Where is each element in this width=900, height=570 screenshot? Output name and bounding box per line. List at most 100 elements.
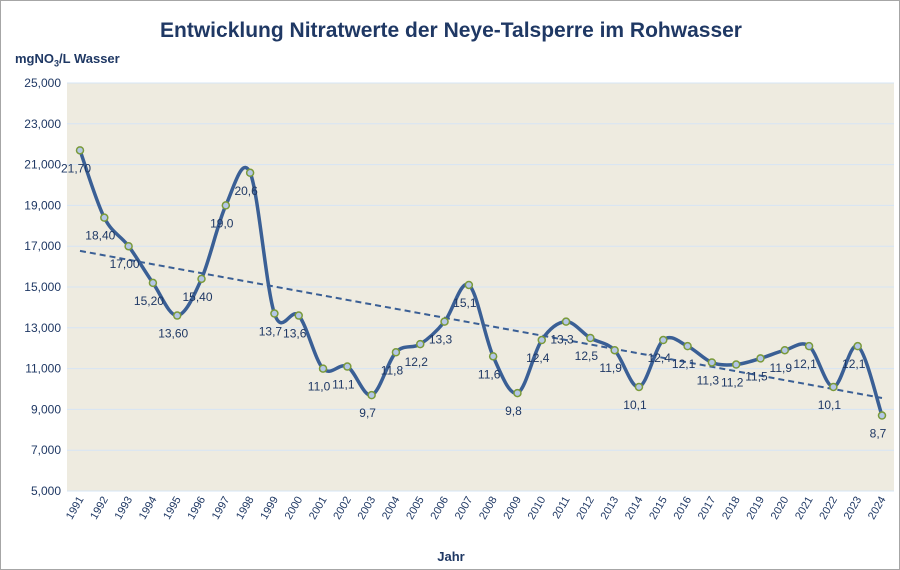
x-tick-label: 1991 [64, 495, 87, 522]
y-label-sub: 3 [54, 58, 60, 69]
y-tick-label: 15,000 [24, 280, 61, 294]
x-tick-label: 1995 [161, 495, 184, 522]
data-point [172, 311, 182, 320]
data-label: 18,40 [85, 229, 115, 243]
x-tick-label: 2008 [477, 494, 500, 521]
x-tick-label: 2001 [307, 495, 330, 522]
y-tick-label: 19,000 [24, 198, 61, 212]
data-label: 21,70 [61, 161, 91, 175]
x-tick-label: 1996 [185, 495, 208, 522]
data-point [586, 333, 595, 343]
y-axis-label: mgNO3/L Wasser [15, 51, 120, 69]
data-point [756, 354, 765, 363]
data-label: 11,9 [599, 361, 622, 375]
x-tick-label: 2018 [720, 495, 743, 522]
data-label: 11,8 [381, 363, 404, 377]
x-tick-label: 2002 [331, 495, 354, 522]
x-tick-label: 2005 [404, 495, 427, 522]
data-label: 20,6 [234, 184, 258, 198]
data-label: 12,5 [575, 349, 599, 363]
chart-title: Entwicklung Nitratwerte der Neye-Talsper… [160, 19, 742, 42]
data-label: 12,1 [842, 357, 866, 371]
x-tick-label: 2023 [842, 495, 865, 522]
data-label: 10,1 [623, 398, 647, 412]
x-tick-label: 2015 [647, 495, 670, 522]
data-point [318, 364, 328, 373]
data-label: 12,2 [405, 355, 429, 369]
data-point [464, 280, 474, 290]
data-label: 15,20 [134, 294, 164, 308]
y-tick-label: 7,000 [31, 443, 61, 457]
data-point [707, 358, 717, 367]
x-tick-label: 1992 [88, 495, 111, 522]
y-tick-label: 25,000 [24, 76, 61, 90]
x-tick-label: 2012 [574, 495, 597, 522]
data-point [75, 146, 85, 155]
x-tick-label: 2021 [793, 495, 816, 522]
data-label: 9,7 [359, 406, 376, 420]
data-point [391, 348, 401, 357]
x-tick-label: 1997 [210, 495, 233, 522]
x-tick-label: 2010 [526, 495, 549, 522]
y-tick-label: 13,000 [24, 321, 61, 335]
data-point [100, 213, 109, 222]
data-label: 12,1 [672, 357, 696, 371]
y-tick-label: 17,000 [24, 239, 61, 253]
data-label: 13,60 [158, 327, 188, 341]
data-point [829, 382, 838, 392]
data-point [853, 341, 862, 351]
data-label: 11,0 [308, 380, 331, 394]
data-point [440, 317, 449, 326]
y-tick-label: 23,000 [24, 117, 61, 131]
data-label: 15,1 [453, 296, 477, 310]
x-axis-label: Jahr [437, 549, 465, 564]
data-point [610, 345, 619, 355]
x-tick-label: 2017 [696, 495, 719, 522]
y-tick-label: 11,000 [25, 362, 61, 376]
data-label: 12,4 [648, 351, 672, 365]
data-point [124, 241, 133, 251]
x-tick-label: 1998 [234, 495, 257, 522]
data-label: 11,2 [721, 376, 744, 390]
x-tick-label: 2003 [356, 495, 379, 522]
data-label: 10,1 [818, 398, 842, 412]
data-point [367, 390, 376, 400]
y-label-main: mgNO [15, 51, 54, 66]
data-label: 12,1 [793, 357, 817, 371]
x-tick-label: 2006 [429, 495, 452, 522]
x-tick-label: 1999 [258, 495, 281, 522]
data-label: 11,6 [478, 367, 501, 381]
data-label: 9,8 [505, 404, 522, 418]
x-tick-label: 2022 [817, 495, 840, 522]
data-point [294, 311, 303, 320]
data-label: 13,3 [429, 333, 453, 347]
data-point [148, 278, 158, 288]
data-label: 11,5 [745, 369, 768, 383]
data-label: 19,0 [210, 216, 234, 230]
x-tick-label: 2013 [599, 495, 622, 522]
data-point [343, 362, 352, 371]
data-point [780, 345, 790, 355]
data-point [221, 201, 231, 210]
y-tick-label: 5,000 [31, 484, 61, 498]
data-point [634, 382, 644, 392]
y-tick-label: 9,000 [31, 402, 61, 416]
x-tick-label: 2020 [769, 495, 792, 522]
x-tick-label: 2007 [453, 495, 476, 522]
data-point [561, 317, 571, 326]
x-tick-label: 2014 [623, 495, 646, 522]
x-tick-label: 2009 [501, 495, 524, 522]
x-tick-label: 1994 [137, 495, 160, 522]
data-label: 17,00 [110, 257, 140, 271]
trendline [79, 249, 883, 399]
data-point [245, 168, 255, 178]
data-label: 13,6 [283, 327, 307, 341]
x-tick-label: 2000 [283, 495, 306, 522]
x-tick-label: 1993 [113, 495, 136, 522]
data-point [537, 335, 547, 345]
data-label: 13,3 [550, 333, 574, 347]
x-tick-label: 2019 [744, 495, 767, 522]
data-point [270, 309, 279, 318]
